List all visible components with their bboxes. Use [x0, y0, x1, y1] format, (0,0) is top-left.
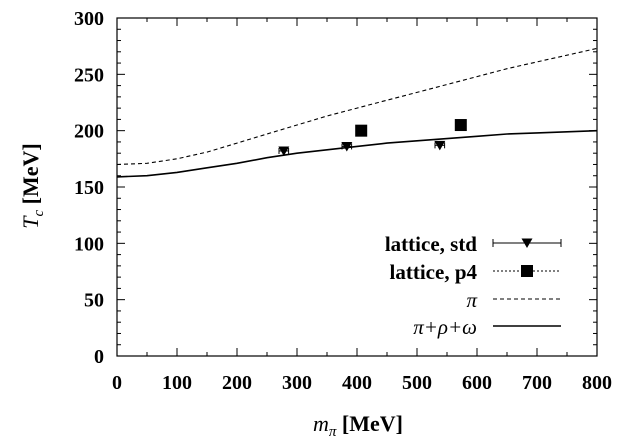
x-tick-label: 200 [222, 372, 252, 394]
y-tick-label: 100 [74, 233, 104, 255]
x-axis-label: mπ [MeV] [313, 411, 403, 439]
y-tick-label: 300 [74, 8, 104, 30]
y-tick-label: 0 [94, 346, 104, 368]
y-tick-label: 50 [84, 290, 104, 312]
lattice-std-point [434, 140, 446, 151]
curve-pi-rho-omega [116, 129, 598, 178]
legend-sample-lattice-p4-marker [521, 265, 533, 277]
y-tick-label: 200 [74, 121, 104, 143]
x-tick-label: 500 [402, 372, 432, 394]
x-tick-label: 300 [282, 372, 312, 394]
legend-label-lattice-std: lattice, std [385, 232, 477, 256]
x-tick-label: 800 [582, 372, 612, 394]
x-tick-label: 700 [522, 372, 552, 394]
legend-sample-lattice-std-marker [521, 238, 533, 248]
y-axis-symbol: T [18, 215, 43, 229]
axes-layer: 0 100 200 300 400 500 600 700 800 0 50 100 150 200 250… [74, 8, 612, 394]
y-tick-label: 150 [74, 177, 104, 199]
y-axis-subscript: c [31, 210, 47, 217]
x-axis-subscript: π [329, 424, 337, 439]
data-layer [116, 47, 598, 178]
lattice-std-point [341, 141, 353, 152]
legend-samples [492, 238, 562, 327]
legend-label-pi: π [466, 288, 477, 312]
legend-label-lattice-p4: lattice, p4 [390, 260, 478, 284]
x-tick-label: 100 [162, 372, 192, 394]
y-tick-label: 250 [74, 64, 104, 86]
curve-pi [116, 47, 598, 166]
x-tick-label: 600 [462, 372, 492, 394]
lattice-std-point [278, 146, 290, 156]
x-axis-unit: [MeV] [336, 411, 403, 436]
y-axis-unit: [MeV] [18, 143, 43, 210]
x-tick-label: 0 [112, 372, 122, 394]
lattice-p4-point [454, 119, 467, 132]
legend-label-pi-rho-omega: π+ρ+ω [413, 315, 477, 339]
lattice-p4-point [355, 124, 368, 137]
legend: lattice, std lattice, p4 π π+ρ+ω [385, 232, 562, 339]
y-axis-label: Tc [MeV] [18, 143, 47, 229]
x-tick-label: 400 [342, 372, 372, 394]
x-axis-symbol: m [313, 411, 329, 436]
